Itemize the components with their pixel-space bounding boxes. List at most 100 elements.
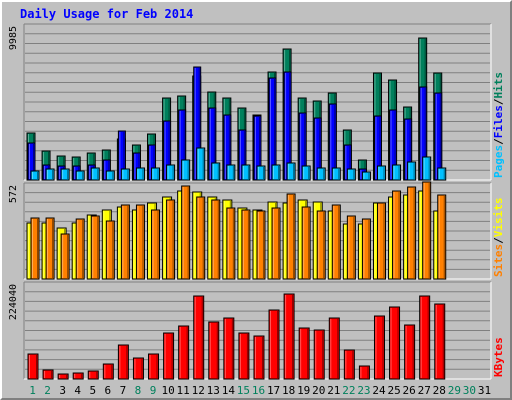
sites-bar — [45, 217, 55, 280]
pages-bar — [392, 164, 402, 181]
sites-bar — [256, 210, 266, 280]
kbytes-bar — [72, 372, 84, 380]
sites-bar — [376, 202, 386, 280]
kbytes-bar — [434, 303, 446, 380]
kbytes-bar — [223, 317, 235, 380]
sites-bar — [166, 199, 176, 280]
pages-bar — [151, 167, 161, 181]
day-label: 9 — [150, 384, 157, 397]
files-bar — [389, 109, 398, 181]
legend-hits: Hits — [492, 72, 505, 99]
day-label: 14 — [222, 384, 236, 397]
kbytes-bar — [163, 332, 175, 380]
day-label: 20 — [312, 384, 325, 397]
legend-slash: / — [492, 138, 505, 145]
pages-bar — [346, 168, 356, 181]
sites-bar — [407, 186, 417, 280]
day-label: 5 — [89, 384, 96, 397]
day-label: 29 — [448, 384, 461, 397]
day-label: 27 — [418, 384, 431, 397]
panel-kbytes: 224040 KBytes — [8, 281, 505, 380]
pages-bar — [422, 156, 432, 181]
sites-bar — [90, 215, 100, 280]
kbytes-bar — [253, 335, 265, 380]
pages-bar — [437, 167, 447, 181]
kbytes-bar — [208, 321, 220, 380]
kbytes-bar — [298, 327, 310, 380]
sites-bar — [75, 218, 85, 280]
pages-bar — [60, 168, 70, 181]
day-label: 13 — [207, 384, 220, 397]
sites-bar — [30, 217, 40, 280]
sites-bar — [196, 196, 206, 280]
day-label: 24 — [372, 384, 386, 397]
panel-hits_files_pages: 9985 Pages/Files/Hits — [8, 23, 505, 181]
pages-bar — [120, 168, 130, 181]
kbytes-bar — [57, 373, 69, 380]
day-label: 28 — [433, 384, 446, 397]
kbytes-bar — [238, 332, 250, 380]
kbytes-bar — [373, 315, 385, 380]
sites-bar — [211, 199, 221, 280]
kbytes-bar — [268, 309, 280, 380]
sites-bar — [346, 215, 356, 280]
kbytes-bar — [102, 363, 114, 380]
pages-bar — [407, 161, 417, 181]
day-label: 21 — [327, 384, 340, 397]
legend-pages: Pages — [492, 145, 505, 178]
files-bar — [434, 92, 443, 181]
day-label: 3 — [59, 384, 66, 397]
series-legend: Sites/Visits — [492, 198, 505, 278]
series-legend: Pages/Files/Hits — [492, 72, 505, 178]
pages-bar — [376, 165, 386, 181]
kbytes-bar — [178, 325, 190, 380]
sites-bar — [422, 181, 432, 280]
pages-bar — [286, 162, 296, 181]
legend-slash: / — [492, 98, 505, 105]
day-label: 17 — [267, 384, 280, 397]
day-label: 12 — [192, 384, 205, 397]
pages-bar — [166, 164, 176, 181]
legend-kbytes: KBytes — [492, 337, 505, 377]
kbytes-bar — [404, 324, 416, 380]
sites-bar — [301, 206, 311, 280]
legend-slash: / — [492, 237, 505, 244]
day-label: 11 — [177, 384, 190, 397]
kbytes-bar — [328, 317, 340, 380]
sites-bar — [226, 207, 236, 280]
sites-bar — [151, 209, 161, 280]
day-label: 15 — [237, 384, 250, 397]
day-label: 30 — [463, 384, 476, 397]
kbytes-bar — [419, 295, 431, 380]
pages-bar — [316, 167, 326, 181]
files-bar — [313, 117, 322, 181]
sites-bar — [60, 233, 70, 280]
sites-bar — [181, 185, 191, 280]
sites-bar — [241, 209, 251, 280]
day-label: 26 — [403, 384, 416, 397]
chart-title: Daily Usage for Feb 2014 — [20, 7, 193, 21]
y-max-label: 9985 — [8, 26, 19, 50]
kbytes-bar — [117, 344, 129, 380]
sites-bar — [316, 210, 326, 280]
kbytes-bar — [148, 353, 160, 380]
kbytes-bar — [27, 353, 39, 380]
day-label: 31 — [478, 384, 491, 397]
pages-bar — [105, 170, 115, 181]
pages-bar — [90, 167, 100, 181]
sites-bar — [437, 194, 447, 280]
day-label: 4 — [74, 384, 81, 397]
sites-bar — [120, 204, 130, 280]
pages-bar — [256, 165, 266, 181]
sites-bar — [271, 207, 281, 280]
day-label: 19 — [297, 384, 310, 397]
pages-bar — [181, 159, 191, 181]
pages-bar — [135, 167, 145, 181]
kbytes-bar — [87, 370, 99, 380]
day-label: 18 — [282, 384, 295, 397]
chart-panels: 9985 Pages/Files/Hits 572Sites/Visits22404… — [8, 23, 505, 380]
pages-bar — [30, 170, 40, 181]
day-label: 1 — [29, 384, 36, 397]
panel-sites_visits: 572 Sites/Visits — [8, 181, 505, 280]
